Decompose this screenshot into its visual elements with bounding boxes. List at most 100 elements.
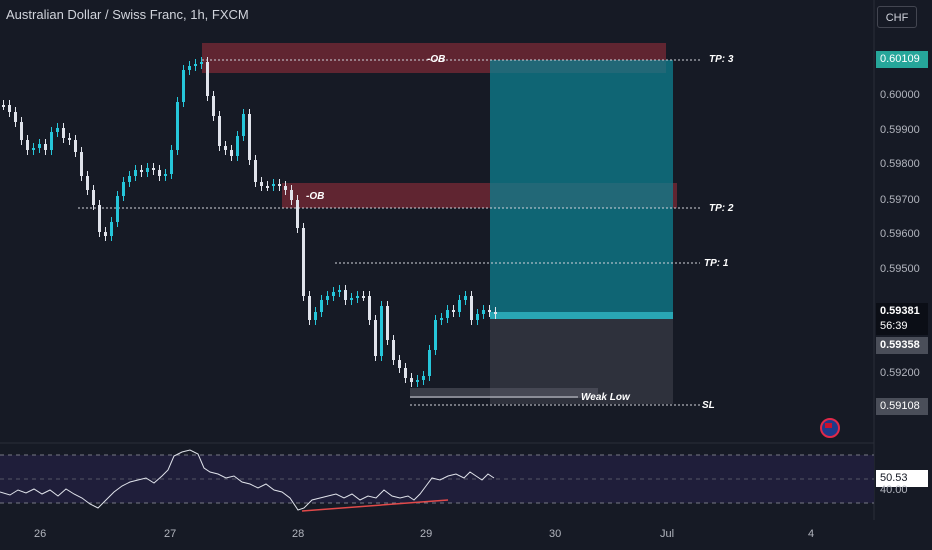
- candle-body: [104, 232, 107, 236]
- time-tick: 30: [549, 528, 562, 540]
- sl-price-label: 0.59108: [876, 398, 928, 415]
- candle-body: [308, 296, 311, 320]
- candle-body: [362, 296, 365, 298]
- australia-flag-icon[interactable]: [820, 418, 840, 438]
- candle-body: [230, 150, 233, 156]
- candle-body: [452, 310, 455, 312]
- candle-body: [338, 290, 341, 292]
- candle-body: [440, 318, 443, 320]
- candle-body: [176, 102, 179, 150]
- rsi-level-label: 40.00: [880, 484, 908, 496]
- candle-body: [392, 340, 395, 360]
- candle-body: [170, 150, 173, 174]
- candle-body: [8, 105, 11, 112]
- candle-body: [182, 70, 185, 102]
- time-tick: 4: [808, 528, 815, 540]
- time-tick: Jul: [660, 528, 675, 540]
- rsi-line: [0, 449, 495, 511]
- candle-body: [92, 190, 95, 205]
- candle-body: [62, 128, 65, 138]
- chart-title: Australian Dollar / Swiss Franc, 1h, FXC…: [6, 7, 249, 22]
- candle-body: [380, 306, 383, 356]
- entry-price-label: 0.59358: [876, 337, 928, 354]
- candle-body: [158, 170, 161, 176]
- candle-body: [188, 66, 191, 70]
- candle-body: [470, 296, 473, 320]
- candle-body: [32, 148, 35, 150]
- tp1-label: TP: 1: [704, 258, 729, 269]
- candle-body: [464, 296, 467, 300]
- tp3-price-label: 0.60109: [876, 51, 928, 68]
- candle-body: [296, 200, 299, 228]
- candle-body: [14, 112, 17, 122]
- candlesticks: [2, 57, 497, 387]
- candle-body: [404, 368, 407, 378]
- candle-body: [80, 152, 83, 176]
- candle-body: [194, 64, 197, 66]
- candle-body: [200, 62, 203, 64]
- candle-body: [476, 314, 479, 320]
- candle-body: [278, 184, 281, 186]
- candle-body: [56, 128, 59, 132]
- candle-body: [494, 312, 497, 314]
- price-tick: 0.59500: [880, 263, 920, 275]
- price-tick: 0.59700: [880, 194, 920, 206]
- candle-body: [326, 296, 329, 300]
- candle-body: [422, 376, 425, 380]
- order-block-mid-label: -OB: [306, 191, 325, 202]
- candle-body: [218, 116, 221, 146]
- sl-label: SL: [702, 400, 715, 411]
- candle-body: [98, 205, 101, 232]
- candle-body: [314, 312, 317, 320]
- price-tick: 0.59800: [880, 158, 920, 170]
- weak-low-zone: [410, 388, 598, 398]
- candle-body: [212, 96, 215, 116]
- candle-body: [260, 182, 263, 186]
- candle-body: [122, 182, 125, 196]
- tp2-label: TP: 2: [709, 203, 734, 214]
- candle-body: [266, 186, 269, 188]
- candle-body: [386, 306, 389, 340]
- candle-body: [206, 62, 209, 96]
- candle-body: [434, 320, 437, 350]
- currency-button[interactable]: CHF: [877, 6, 917, 28]
- candle-body: [332, 292, 335, 296]
- candle-body: [38, 144, 41, 148]
- candle-body: [254, 160, 257, 182]
- candle-body: [20, 122, 23, 140]
- target-zone: [490, 60, 673, 312]
- candle-body: [26, 140, 29, 150]
- candle-body: [410, 378, 413, 382]
- time-tick: 26: [34, 528, 47, 540]
- candle-body: [482, 310, 485, 314]
- candle-body: [134, 170, 137, 176]
- candle-body: [290, 190, 293, 200]
- candle-body: [128, 176, 131, 182]
- candle-body: [146, 168, 149, 172]
- price-tick: 0.60000: [880, 89, 920, 101]
- candle-body: [248, 114, 251, 160]
- candle-body: [224, 146, 227, 150]
- price-tick: 0.59200: [880, 367, 920, 379]
- bar-countdown: 56:39: [876, 318, 928, 335]
- candle-body: [350, 298, 353, 300]
- candle-body: [272, 184, 275, 186]
- candle-body: [374, 320, 377, 356]
- candle-body: [74, 140, 77, 152]
- candle-body: [302, 228, 305, 296]
- candle-body: [68, 138, 71, 140]
- candle-body: [398, 360, 401, 368]
- candle-body: [152, 168, 155, 170]
- tp3-label: TP: 3: [709, 54, 734, 65]
- time-tick: 27: [164, 528, 177, 540]
- candle-body: [236, 136, 239, 156]
- candle-body: [284, 186, 287, 190]
- candle-body: [86, 176, 89, 190]
- price-tick: 0.59600: [880, 228, 920, 240]
- candle-body: [446, 310, 449, 318]
- candle-body: [110, 222, 113, 236]
- time-tick: 29: [420, 528, 433, 540]
- time-tick: 28: [292, 528, 305, 540]
- candle-body: [488, 310, 491, 312]
